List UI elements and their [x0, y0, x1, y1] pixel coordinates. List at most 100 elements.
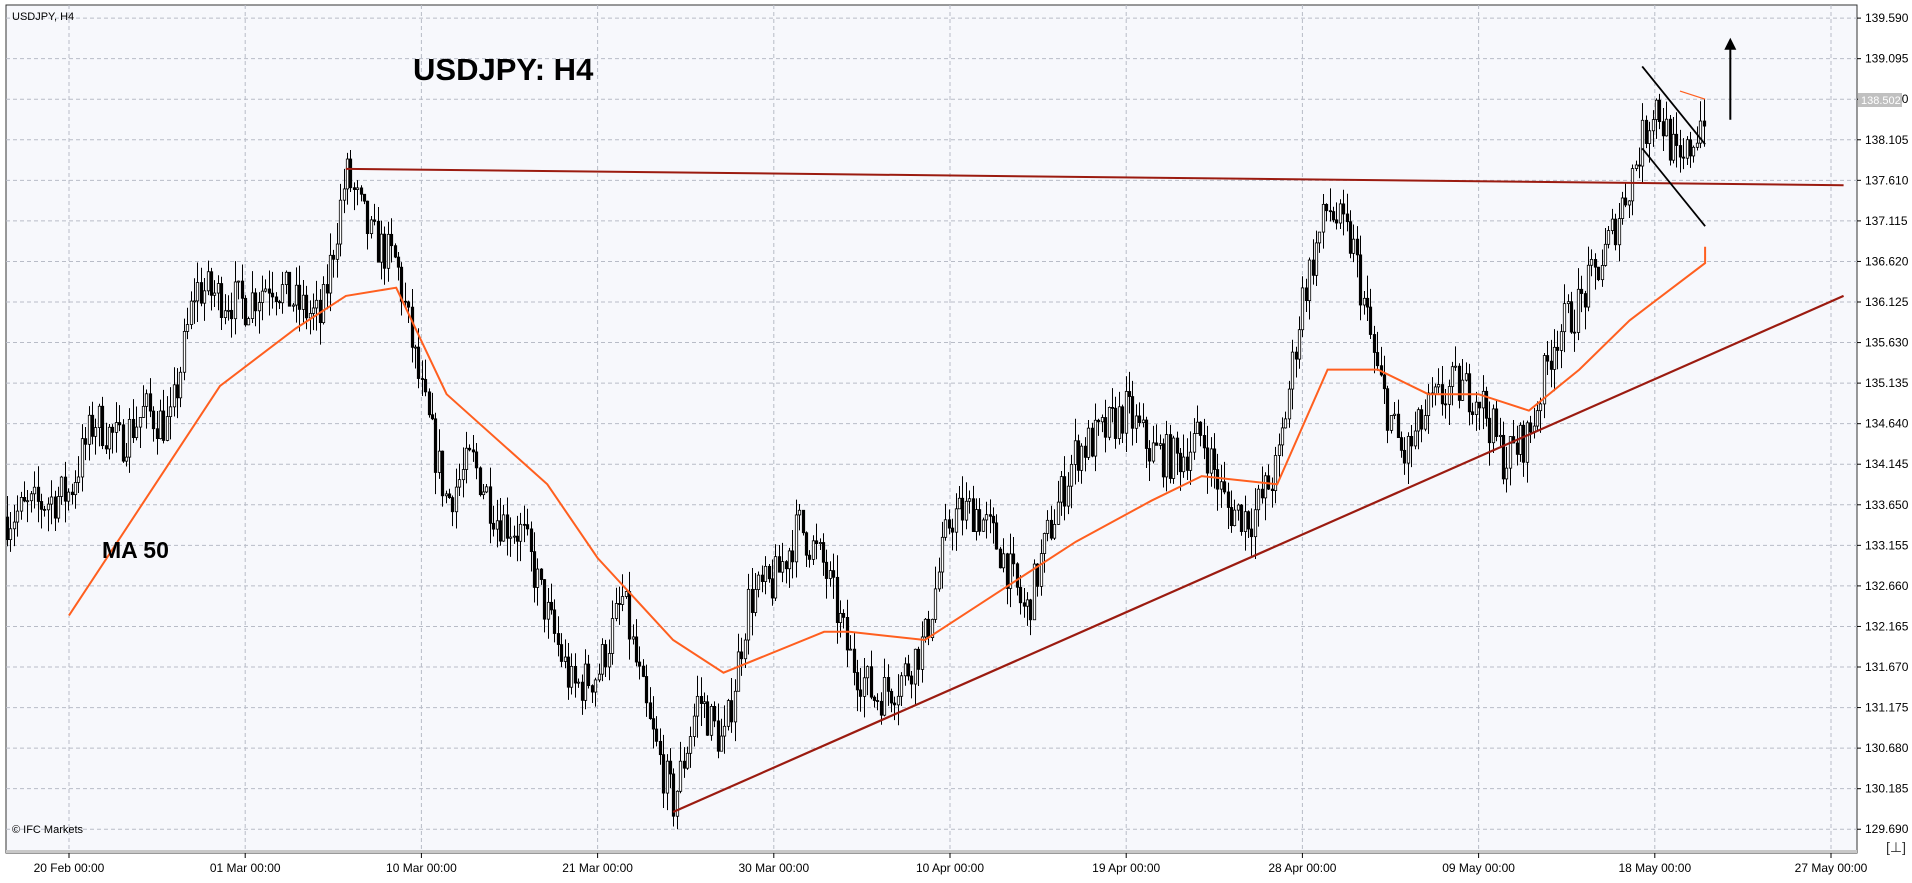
candle-body-361: [1232, 509, 1237, 527]
candle-body-433: [1477, 401, 1482, 409]
candle-body-210: [719, 735, 724, 752]
candle-body-468: [1596, 266, 1601, 281]
candle-body-452: [1542, 355, 1547, 405]
x-tick-label-3: 21 Mar 00:00: [562, 861, 633, 875]
candle-body-273: [933, 588, 938, 620]
candle-body-481: [1640, 119, 1645, 167]
candle-body-55: [192, 300, 197, 303]
candle-body-184: [631, 636, 636, 640]
candle-body-331: [1130, 396, 1135, 429]
candle-body-83: [287, 271, 292, 307]
candle-body-61: [212, 292, 217, 296]
candle-body-301: [1028, 599, 1033, 621]
candle-body-292: [998, 548, 1003, 569]
candle-body-337: [1151, 442, 1156, 462]
x-tick-label-1: 01 Mar 00:00: [210, 861, 281, 875]
y-tick-label-3: 138.105: [1865, 133, 1909, 147]
candle-body-106: [365, 200, 370, 235]
candle-body-62: [216, 283, 221, 294]
candle-body-86: [297, 284, 302, 310]
candle-body-34: [121, 424, 126, 462]
candle-body-163: [559, 644, 564, 662]
candle-body-16: [59, 476, 64, 497]
candle-body-244: [835, 576, 840, 624]
candle-body-315: [1076, 440, 1081, 471]
candle-body-214: [733, 690, 738, 723]
candle-body-469: [1600, 265, 1605, 281]
candle-body-286: [977, 509, 982, 532]
candle-body-278: [950, 527, 955, 533]
candle-body-146: [501, 514, 506, 542]
candle-body-299: [1022, 602, 1027, 607]
candle-body-401: [1368, 306, 1373, 335]
candle-body-101: [348, 158, 353, 189]
candle-body-96: [331, 254, 336, 260]
candle-body-294: [1005, 553, 1010, 589]
candle-body-22: [80, 438, 85, 478]
candle-body-348: [1188, 451, 1193, 471]
candle-body-249: [852, 648, 857, 673]
candle-body-487: [1661, 121, 1666, 137]
candle-body-246: [841, 612, 846, 618]
candle-body-204: [699, 695, 704, 704]
candle-body-458: [1562, 303, 1567, 333]
candle-body-239: [818, 542, 823, 544]
candle-body-232: [794, 514, 799, 563]
candle-body-359: [1226, 491, 1231, 508]
candle-body-170: [583, 663, 588, 701]
candle-body-365: [1246, 511, 1251, 530]
candle-body-227: [777, 556, 782, 573]
candle-body-354: [1209, 448, 1214, 474]
candle-body-272: [930, 618, 935, 639]
candle-body-134: [461, 469, 466, 481]
candle-body-178: [610, 618, 615, 654]
candle-body-111: [382, 233, 387, 269]
candle-body-87: [301, 294, 306, 310]
candle-body-172: [590, 685, 595, 693]
candle-body-410: [1399, 437, 1404, 451]
candle-body-161: [552, 609, 557, 634]
candle-body-309: [1056, 501, 1061, 525]
candle-body-496: [1691, 146, 1696, 157]
y-tick-label-6: 136.620: [1865, 254, 1909, 268]
candle-body-488: [1664, 118, 1669, 137]
candle-body-219: [750, 588, 755, 613]
candle-body-497: [1695, 142, 1700, 148]
candle-body-195: [668, 760, 673, 775]
candle-body-135: [464, 447, 469, 470]
candle-body-73: [253, 292, 258, 312]
x-tick-label-7: 28 Apr 00:00: [1268, 861, 1336, 875]
y-tick-label-11: 134.145: [1865, 457, 1909, 471]
candle-body-224: [767, 565, 772, 580]
corner-button[interactable]: [⊥]: [1886, 839, 1906, 855]
candle-body-40: [141, 405, 146, 418]
candle-body-24: [87, 414, 92, 445]
candle-body-258: [882, 677, 887, 716]
candle-body-90: [311, 307, 316, 314]
y-tick-label-18: 130.680: [1865, 741, 1909, 755]
candle-body-27: [97, 405, 102, 428]
candle-body-185: [634, 636, 639, 663]
candle-body-346: [1181, 456, 1186, 473]
candle-body-313: [1069, 464, 1074, 487]
candle-body-200: [685, 752, 690, 769]
candle-body-31: [110, 426, 115, 433]
candle-body-436: [1487, 417, 1492, 444]
candle-body-237: [811, 540, 816, 560]
y-tick-label-17: 131.175: [1865, 701, 1909, 715]
candle-body-499: [1702, 120, 1707, 127]
candle-body-415: [1416, 409, 1421, 432]
candle-body-493: [1681, 156, 1686, 159]
candle-body-112: [386, 233, 391, 269]
candle-body-393: [1341, 203, 1346, 215]
y-tick-label-20: 129.690: [1865, 822, 1909, 836]
candle-body-240: [821, 542, 826, 563]
candle-body-388: [1324, 203, 1329, 212]
candle-body-230: [787, 550, 792, 570]
candle-body-39: [138, 417, 143, 428]
candle-body-480: [1637, 164, 1642, 167]
candle-body-107: [369, 219, 374, 235]
candle-body-465: [1586, 264, 1591, 308]
y-tick-label-1: 139.095: [1865, 52, 1909, 66]
candle-body-38: [134, 426, 139, 439]
